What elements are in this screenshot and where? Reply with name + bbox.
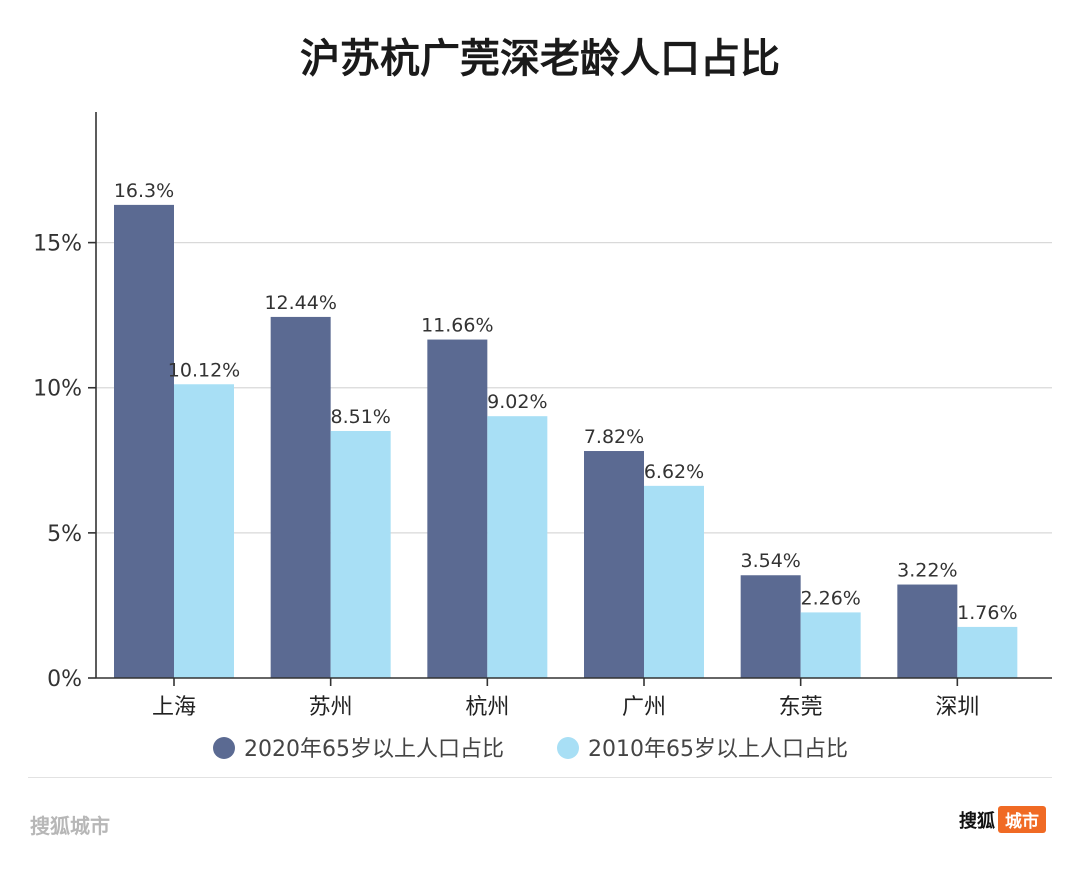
bar-2020 [740,575,801,678]
data-label: 7.82% [584,426,644,448]
y-tick-label: 15% [33,232,82,257]
data-labels: 16.3% 10.12% 12.44% 8.51% 11.66% 9.02% 7.82%6.… [114,180,1018,624]
footer-divider [28,777,1052,778]
grid-lines [96,242,1052,534]
legend-marker [213,737,235,759]
data-label: 1.76% [957,602,1017,624]
bar-2010 [487,416,548,678]
bar-2020 [427,339,488,678]
x-axis-ticks: 上海 苏州 杭州 广州 东莞 深圳 [152,678,979,720]
bars [114,204,1018,678]
y-tick-label: 5% [47,522,82,547]
y-tick-label: 10% [33,377,82,402]
data-label: 9.02% [487,391,547,413]
x-tick-label: 东莞 [779,695,823,720]
legend-label: 2010年65岁以上人口占比 [588,737,848,762]
y-tick-label: 0% [47,667,82,692]
legend-label: 2020年65岁以上人口占比 [244,737,504,762]
y-axis-ticks: 0% 5% 10% 15% [33,232,96,692]
x-tick-label: 上海 [152,695,196,720]
bar-2020 [270,316,331,678]
legend: 2020年65岁以上人口占比 2010年65岁以上人口占比 [213,737,848,762]
bar-2010 [174,384,234,678]
x-tick-label: 广州 [622,695,666,720]
bar-2020 [584,451,644,678]
bar-2010 [644,485,704,678]
footer-logo: 搜狐 城市 [959,806,1046,833]
logo-brand: 搜狐 [959,810,995,832]
x-tick-label: 深圳 [935,695,979,720]
data-label: 3.54% [740,550,800,572]
bar-2010 [330,430,391,678]
data-label: 16.3% [114,180,174,202]
data-label: 11.66% [421,315,493,337]
bar-2020 [897,584,958,678]
data-label: 12.44% [264,292,336,314]
data-label: 3.22% [897,560,957,582]
bar-2010 [800,612,861,678]
chart-title: 沪苏杭广莞深老龄人口占比 [300,36,780,82]
x-tick-label: 杭州 [465,695,509,720]
bar-2010 [957,626,1018,678]
data-label: 6.62% [644,461,704,483]
bar-2020 [114,204,174,678]
logo-tag: 城市 [998,806,1046,833]
data-label: 10.12% [168,359,240,381]
legend-marker [557,737,579,759]
footer-watermark: 搜狐城市 [30,814,110,838]
x-tick-label: 苏州 [309,695,353,720]
data-label: 8.51% [330,406,390,428]
data-label: 2.26% [800,587,860,609]
